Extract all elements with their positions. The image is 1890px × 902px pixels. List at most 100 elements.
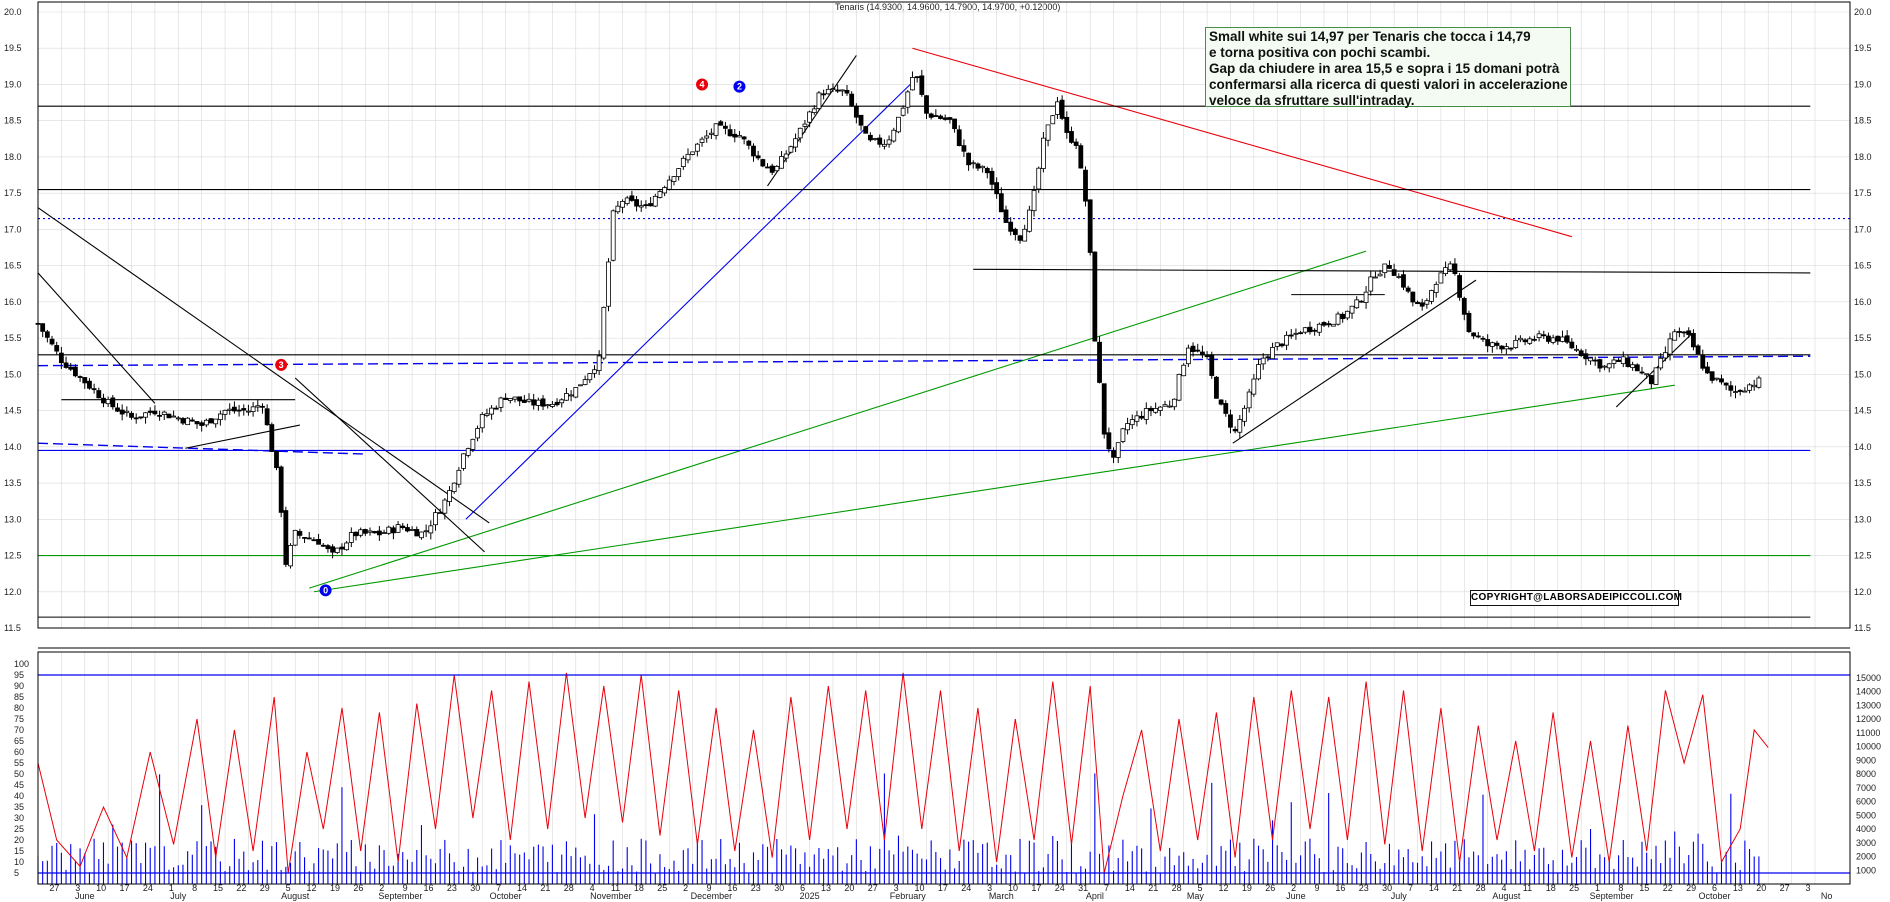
price-tick-label: 11.5 bbox=[4, 623, 21, 633]
candle-body bbox=[526, 398, 532, 402]
candle-body bbox=[587, 373, 593, 381]
day-tick-label: 18 bbox=[634, 883, 644, 893]
month-tick-label: February bbox=[890, 891, 927, 901]
candle-body bbox=[1246, 391, 1252, 409]
candle-body bbox=[1611, 359, 1617, 364]
oscillator-volume-panel bbox=[37, 672, 1850, 884]
candle-body bbox=[306, 537, 312, 540]
day-tick-label: 28 bbox=[1476, 883, 1486, 893]
day-tick-label: 21 bbox=[1148, 883, 1158, 893]
candle-body bbox=[1050, 115, 1056, 125]
candle-body bbox=[1026, 209, 1032, 232]
day-tick-label: 14 bbox=[1125, 883, 1135, 893]
day-tick-label: 16 bbox=[1335, 883, 1345, 893]
candle-body bbox=[311, 539, 317, 542]
price-tick-label: 16.5 bbox=[1854, 261, 1872, 271]
candle-body bbox=[138, 416, 144, 419]
candle-body bbox=[863, 126, 869, 134]
oscillator-tick-label: 100 bbox=[14, 659, 29, 669]
candle-body bbox=[241, 408, 247, 411]
month-tick-label: July bbox=[1391, 891, 1408, 901]
candle-body bbox=[1419, 302, 1425, 307]
candle-body bbox=[376, 530, 382, 536]
price-tick-label: 18.5 bbox=[4, 116, 22, 126]
day-tick-label: 19 bbox=[1242, 883, 1252, 893]
trendline bbox=[309, 250, 1367, 589]
price-tick-label: 14.5 bbox=[1854, 406, 1872, 416]
candle-body bbox=[1457, 275, 1462, 298]
day-tick-label: 29 bbox=[1686, 883, 1696, 893]
candle-body bbox=[956, 129, 962, 146]
candle-body bbox=[1438, 272, 1444, 284]
day-tick-label: 27 bbox=[868, 883, 878, 893]
candle-body bbox=[1648, 375, 1654, 385]
candle-body bbox=[1536, 333, 1542, 338]
day-tick-label: 26 bbox=[353, 883, 363, 893]
candle-body bbox=[194, 421, 200, 425]
candle-body bbox=[1134, 415, 1140, 422]
candle-body bbox=[966, 152, 971, 166]
candle-body bbox=[269, 424, 275, 452]
day-tick-label: 2 bbox=[379, 883, 384, 893]
candle-body bbox=[825, 88, 831, 95]
candle-body bbox=[1620, 356, 1626, 365]
candle-body bbox=[63, 362, 69, 368]
price-tick-label: 19.0 bbox=[4, 79, 22, 89]
candle-body bbox=[1733, 391, 1738, 393]
volume-tick-label: 6000 bbox=[1856, 797, 1876, 807]
volume-tick-label: 15000 bbox=[1856, 673, 1881, 683]
candle-body bbox=[1176, 373, 1182, 401]
month-tick-label: October bbox=[490, 891, 522, 901]
day-tick-label: 10 bbox=[1008, 883, 1018, 893]
price-tick-label: 19.0 bbox=[1854, 79, 1872, 89]
candle-body bbox=[1125, 423, 1130, 431]
oscillator-tick-label: 85 bbox=[14, 692, 24, 702]
candle-body bbox=[49, 338, 55, 345]
copyright-label: COPYRIGHT@LABORSADEIPICCOLI.COM bbox=[1470, 590, 1682, 606]
candle-body bbox=[1354, 299, 1360, 309]
candle-body bbox=[1069, 131, 1074, 143]
day-tick-label: 10 bbox=[914, 883, 924, 893]
candle-body bbox=[521, 399, 527, 403]
volume-tick-label: 1000 bbox=[1856, 865, 1876, 875]
day-tick-label: 16 bbox=[423, 883, 433, 893]
candle-body bbox=[1433, 283, 1439, 293]
day-tick-label: 20 bbox=[844, 883, 854, 893]
candle-body bbox=[1527, 338, 1533, 344]
dashed-level bbox=[37, 355, 1811, 367]
candle-body bbox=[1265, 356, 1271, 359]
oscillator-tick-label: 45 bbox=[14, 780, 24, 790]
candle-body bbox=[479, 414, 485, 429]
candle-body bbox=[788, 146, 794, 153]
day-tick-label: 28 bbox=[1172, 883, 1182, 893]
candle-body bbox=[676, 168, 682, 177]
day-tick-label: 28 bbox=[564, 883, 574, 893]
candle-body bbox=[40, 323, 46, 332]
candle-body bbox=[910, 77, 915, 91]
candle-body bbox=[882, 143, 887, 147]
candle-body bbox=[465, 448, 471, 456]
candle-body bbox=[578, 384, 583, 387]
candle-body bbox=[1695, 345, 1701, 355]
oscillator-tick-label: 70 bbox=[14, 725, 24, 735]
month-tick-label: August bbox=[1492, 891, 1521, 901]
candle-body bbox=[1237, 419, 1243, 433]
trendline bbox=[185, 424, 300, 449]
candle-body bbox=[419, 531, 424, 539]
price-tick-label: 17.0 bbox=[1854, 224, 1872, 234]
candle-body bbox=[1569, 341, 1575, 349]
day-tick-label: 11 bbox=[611, 883, 620, 893]
candle-body bbox=[643, 204, 649, 207]
day-tick-label: 13 bbox=[821, 883, 831, 893]
candle-body bbox=[73, 366, 78, 377]
candle-body bbox=[549, 403, 555, 407]
day-tick-label: 7 bbox=[1408, 883, 1413, 893]
day-tick-label: 22 bbox=[1663, 883, 1673, 893]
price-tick-label: 13.5 bbox=[1854, 478, 1872, 488]
candle-body bbox=[330, 546, 336, 553]
candle-body bbox=[601, 306, 607, 359]
candle-body bbox=[1003, 209, 1009, 223]
candle-body bbox=[1316, 323, 1322, 333]
candle-body bbox=[531, 399, 537, 406]
candle-body bbox=[1335, 313, 1341, 325]
